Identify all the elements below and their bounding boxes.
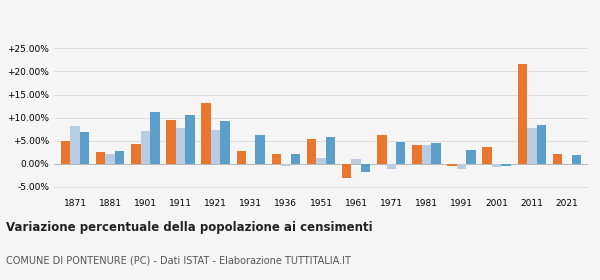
Bar [290,153,300,164]
Bar [466,150,476,164]
Bar [150,112,160,164]
Bar [61,141,70,164]
Bar [256,135,265,164]
Bar [202,103,211,164]
Bar [80,132,89,164]
Bar [536,125,546,164]
Bar [422,145,431,164]
Bar [272,155,281,164]
Bar [482,147,492,164]
Bar [518,64,527,164]
Bar [527,128,536,164]
Bar [307,139,316,164]
Text: COMUNE DI PONTENURE (PC) - Dati ISTAT - Elaborazione TUTTITALIA.IT: COMUNE DI PONTENURE (PC) - Dati ISTAT - … [6,255,351,265]
Bar [211,130,220,164]
Text: Variazione percentuale della popolazione ai censimenti: Variazione percentuale della popolazione… [6,221,373,234]
Bar [70,126,80,164]
Bar [412,145,422,164]
Bar [220,121,230,164]
Bar [386,164,396,169]
Bar [447,164,457,166]
Bar [553,154,562,164]
Bar [572,155,581,164]
Bar [236,151,246,164]
Bar [342,164,352,178]
Bar [431,143,440,164]
Bar [96,152,106,164]
Bar [176,128,185,164]
Bar [361,164,370,172]
Bar [115,151,124,164]
Bar [502,164,511,165]
Bar [185,115,195,164]
Bar [131,144,140,164]
Bar [377,135,386,164]
Bar [326,137,335,164]
Legend: Pontenure, Provincia di PC, Em.-Romagna: Pontenure, Provincia di PC, Em.-Romagna [158,0,484,4]
Bar [396,142,406,164]
Bar [166,120,176,164]
Bar [106,155,115,164]
Bar [352,159,361,164]
Bar [492,164,502,167]
Bar [316,158,326,164]
Bar [140,131,150,164]
Bar [457,164,466,169]
Bar [281,164,290,166]
